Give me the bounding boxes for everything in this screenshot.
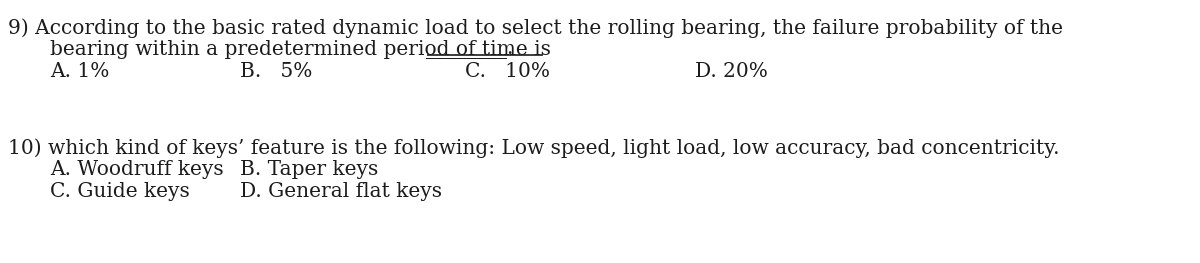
- Text: D. General flat keys: D. General flat keys: [240, 182, 442, 201]
- Text: A. Woodruff keys: A. Woodruff keys: [50, 160, 223, 179]
- Text: A. 1%: A. 1%: [50, 62, 109, 81]
- Text: ________.: ________.: [426, 40, 514, 59]
- Text: C. Guide keys: C. Guide keys: [50, 182, 190, 201]
- Text: D. 20%: D. 20%: [695, 62, 768, 81]
- Text: C.   10%: C. 10%: [466, 62, 550, 81]
- Text: 9) According to the basic rated dynamic load to select the rolling bearing, the : 9) According to the basic rated dynamic …: [8, 18, 1063, 38]
- Text: B.   5%: B. 5%: [240, 62, 312, 81]
- Text: B. Taper keys: B. Taper keys: [240, 160, 378, 179]
- Text: bearing within a predetermined period of time is: bearing within a predetermined period of…: [50, 40, 551, 59]
- Text: 10) which kind of keys’ feature is the following: Low speed, light load, low acc: 10) which kind of keys’ feature is the f…: [8, 138, 1060, 158]
